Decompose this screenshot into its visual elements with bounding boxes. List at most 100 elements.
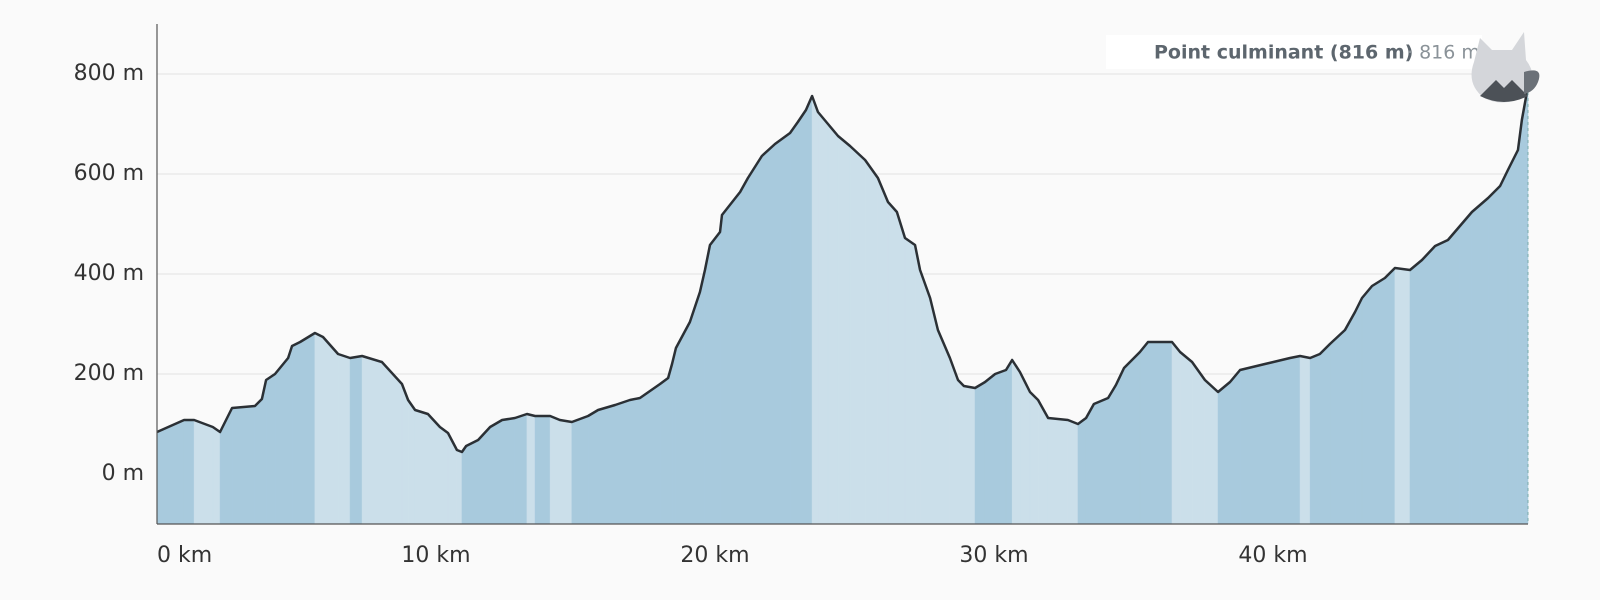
elevation-segment bbox=[1361, 285, 1373, 525]
elevation-segment bbox=[1471, 197, 1489, 525]
elevation-segment bbox=[514, 413, 528, 525]
x-tick-label: 10 km bbox=[401, 543, 470, 568]
elevation-segment bbox=[994, 369, 1007, 525]
elevation-segment bbox=[639, 383, 661, 525]
elevation-segment bbox=[614, 399, 631, 525]
elevation-segment bbox=[957, 379, 965, 525]
elevation-segment bbox=[1371, 277, 1386, 525]
elevation-segment bbox=[291, 341, 301, 525]
elevation-segment bbox=[407, 399, 416, 525]
elevation-segment bbox=[827, 123, 839, 525]
elevation-segment bbox=[896, 211, 906, 525]
elevation-segment bbox=[747, 155, 763, 525]
elevation-segment bbox=[1077, 417, 1087, 525]
elevation-segment bbox=[904, 237, 916, 525]
elevation-segment bbox=[671, 347, 677, 525]
elevation-segment bbox=[659, 377, 669, 525]
elevation-segment bbox=[963, 385, 976, 525]
elevation-segment bbox=[1093, 397, 1109, 525]
elevation-segment bbox=[231, 405, 256, 525]
elevation-segment bbox=[1499, 169, 1509, 525]
elevation-segment bbox=[1191, 361, 1206, 525]
elevation-segment bbox=[1019, 371, 1031, 525]
elevation-segment bbox=[1309, 353, 1321, 525]
elevation-segment bbox=[974, 381, 986, 525]
elevation-segment bbox=[349, 355, 363, 525]
elevation-segment bbox=[1434, 239, 1449, 525]
elevation-segment bbox=[811, 95, 819, 525]
elevation-segment bbox=[914, 244, 921, 525]
elevation-segment bbox=[597, 404, 616, 525]
elevation-segment bbox=[337, 353, 351, 525]
elevation-segment bbox=[667, 363, 673, 525]
elevation-segment bbox=[461, 445, 467, 525]
elevation-segment bbox=[937, 329, 951, 525]
elevation-segment bbox=[559, 419, 573, 525]
x-tick-label: 0 km bbox=[157, 543, 212, 568]
mascot-icon bbox=[1471, 32, 1540, 103]
elevation-segment bbox=[689, 291, 701, 525]
elevation-segment bbox=[1067, 419, 1079, 525]
elevation-segment bbox=[1329, 329, 1346, 525]
elevation-segment bbox=[629, 397, 641, 525]
elevation-segment bbox=[1319, 343, 1331, 525]
elevation-segment bbox=[314, 332, 324, 525]
elevation-segment bbox=[1029, 391, 1039, 525]
elevation-segment bbox=[265, 373, 276, 525]
elevation-segment bbox=[193, 419, 214, 525]
elevation-segment bbox=[774, 132, 791, 525]
elevation-segment bbox=[1005, 359, 1013, 525]
elevation-segment bbox=[1394, 267, 1411, 525]
elevation-segment bbox=[526, 413, 536, 525]
x-tick-label: 30 km bbox=[959, 543, 1028, 568]
elevation-segment bbox=[849, 145, 866, 525]
elevation-segment bbox=[704, 244, 711, 525]
elevation-segment bbox=[1264, 357, 1291, 525]
tooltip-box bbox=[1106, 35, 1482, 69]
elevation-segment bbox=[439, 426, 449, 525]
elevation-segment bbox=[477, 426, 491, 525]
elevation-segment bbox=[929, 297, 939, 525]
elevation-segment bbox=[501, 417, 516, 525]
tooltip-title: Point culminant (816 m) bbox=[1154, 42, 1413, 64]
elevation-segment bbox=[1487, 185, 1501, 525]
elevation-segment bbox=[1139, 341, 1149, 525]
elevation-segment bbox=[183, 419, 195, 525]
elevation-segment bbox=[414, 409, 429, 525]
elevation-segment bbox=[1384, 267, 1396, 525]
elevation-segment bbox=[864, 159, 879, 525]
elevation-segment bbox=[401, 383, 409, 525]
elevation-segment bbox=[1299, 355, 1311, 525]
elevation-segment bbox=[719, 214, 723, 525]
elevation-segment bbox=[1421, 245, 1436, 525]
x-tick-label: 40 km bbox=[1238, 543, 1307, 568]
elevation-segment bbox=[456, 449, 463, 525]
elevation-segment bbox=[1047, 417, 1069, 525]
elevation-segment bbox=[1115, 367, 1125, 525]
elevation-segment bbox=[797, 109, 807, 525]
x-tick-label: 20 km bbox=[680, 543, 749, 568]
elevation-segment bbox=[817, 111, 829, 525]
elevation-segment bbox=[361, 355, 383, 525]
elevation-segment bbox=[761, 143, 776, 525]
elevation-segment bbox=[721, 191, 741, 525]
elevation-segment bbox=[1409, 259, 1423, 525]
elevation-segment bbox=[212, 426, 221, 525]
elevation-segment bbox=[322, 336, 339, 525]
y-tick-label: 0 m bbox=[102, 461, 144, 486]
elevation-segment bbox=[549, 415, 561, 525]
elevation-segment bbox=[1085, 403, 1095, 525]
elevation-segment bbox=[1204, 379, 1219, 525]
elevation-segment bbox=[984, 373, 996, 525]
elevation-segment bbox=[699, 269, 706, 525]
elevation-segment bbox=[789, 121, 799, 525]
elevation-segment bbox=[299, 332, 316, 525]
elevation-segment bbox=[156, 419, 185, 525]
elevation-segment bbox=[1447, 225, 1461, 525]
elevation-segment bbox=[1107, 384, 1117, 525]
elevation-segment bbox=[1217, 381, 1231, 525]
elevation-segment bbox=[261, 379, 267, 525]
elevation-segment bbox=[274, 357, 289, 525]
